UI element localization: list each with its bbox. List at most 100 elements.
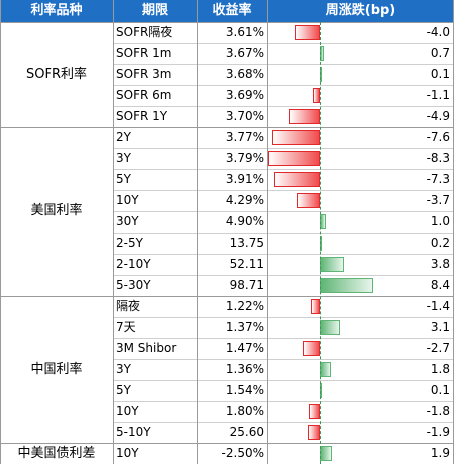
yield: 3.61% [225, 25, 264, 39]
term: 2-5Y [116, 235, 143, 250]
yield: 1.22% [225, 298, 264, 313]
row-line [113, 421, 454, 423]
change-label: 3.8 [430, 256, 450, 271]
row-line [113, 148, 454, 150]
row-line [113, 211, 454, 213]
col-line [267, 0, 268, 464]
change-bar [308, 424, 320, 440]
change-bar [267, 151, 320, 167]
term: 3Y [116, 361, 131, 376]
row-line [113, 379, 454, 381]
yield: 3.70% [225, 109, 264, 124]
change-bar [311, 298, 320, 314]
header-cell: 周涨跌(bp) [267, 0, 454, 22]
yield: 25.60 [229, 424, 264, 439]
yield: 4.29% [225, 193, 264, 208]
yield: 98.71 [229, 277, 264, 292]
term: SOFR 3m [116, 67, 172, 82]
change-label: -1.8 [426, 403, 450, 418]
change-label: -1.4 [426, 298, 450, 313]
yield: 3.77% [225, 130, 264, 145]
row-line [113, 274, 454, 276]
term: SOFR 1Y [116, 109, 168, 124]
yield: 1.54% [225, 382, 264, 397]
change-label: 0.1 [430, 382, 450, 397]
group-line [0, 295, 454, 297]
change-label: 1.0 [430, 214, 450, 229]
row-line [113, 253, 454, 255]
change-bar [320, 446, 332, 462]
col-line [197, 0, 198, 464]
header-cell: 利率品种 [0, 0, 113, 22]
term: SOFR隔夜 [116, 25, 173, 39]
change-bar [320, 277, 373, 293]
row-line [113, 106, 454, 108]
change-label: 0.2 [430, 235, 450, 250]
change-bar [296, 193, 320, 209]
term: SOFR 6m [116, 88, 172, 103]
yield: -2.50% [221, 446, 264, 460]
yield: 3.91% [225, 172, 264, 187]
header-cell: 期限 [113, 0, 197, 22]
row-line [113, 43, 454, 45]
yield: 1.47% [225, 340, 264, 355]
change-bar [294, 25, 320, 41]
change-bar [302, 340, 320, 356]
row-line [113, 85, 454, 87]
term: 5Y [116, 172, 131, 187]
row-line [113, 316, 454, 318]
change-label: -2.7 [426, 340, 450, 355]
term: 3Y [116, 151, 131, 166]
change-label: -1.1 [426, 88, 450, 103]
change-label: -8.3 [426, 151, 450, 166]
change-label: 1.9 [430, 446, 450, 460]
yield: 3.69% [225, 88, 264, 103]
yield: 1.37% [225, 319, 264, 334]
header-cell: 收益率 [197, 0, 267, 22]
change-bar [272, 130, 320, 146]
group-label: SOFR利率 [26, 67, 87, 82]
change-label: -7.3 [426, 172, 450, 187]
change-label: -7.6 [426, 130, 450, 145]
yield: 3.79% [225, 151, 264, 166]
row-line [113, 169, 454, 171]
yield: 52.11 [229, 256, 264, 271]
change-label: 3.1 [430, 319, 450, 334]
yield: 13.75 [229, 235, 264, 250]
change-label: -4.0 [426, 25, 450, 39]
term: 5-30Y [116, 277, 151, 292]
term: 2Y [116, 130, 131, 145]
row-line [113, 190, 454, 192]
change-label: 0.7 [430, 46, 450, 61]
change-label: 8.4 [430, 277, 450, 292]
term: 3M Shibor [116, 340, 177, 355]
top-line [0, 22, 454, 23]
change-label: -3.7 [426, 193, 450, 208]
term: 2-10Y [116, 256, 151, 271]
yield: 1.80% [225, 403, 264, 418]
change-bar [320, 361, 332, 377]
yield: 3.68% [225, 67, 264, 82]
term: 30Y [116, 214, 139, 229]
change-label: 0.1 [430, 67, 450, 82]
term: 5Y [116, 382, 131, 397]
group-label: 美国利率 [30, 203, 83, 219]
term: SOFR 1m [116, 46, 172, 61]
change-label: 1.8 [430, 361, 450, 376]
row-line [113, 232, 454, 234]
col-line [0, 0, 1, 464]
term: 10Y [116, 446, 139, 460]
change-bar [274, 172, 320, 188]
row-line [113, 337, 454, 339]
yield: 3.67% [225, 46, 264, 61]
change-label: -4.9 [426, 109, 450, 124]
group-label: 中美国债利差 [17, 446, 96, 461]
term: 10Y [116, 403, 139, 418]
group-label: 中国利率 [30, 361, 83, 377]
change-bar [308, 403, 320, 419]
yield: 1.36% [225, 361, 264, 376]
row-line [113, 358, 454, 360]
change-bar [320, 319, 340, 335]
term: 7天 [116, 319, 136, 334]
